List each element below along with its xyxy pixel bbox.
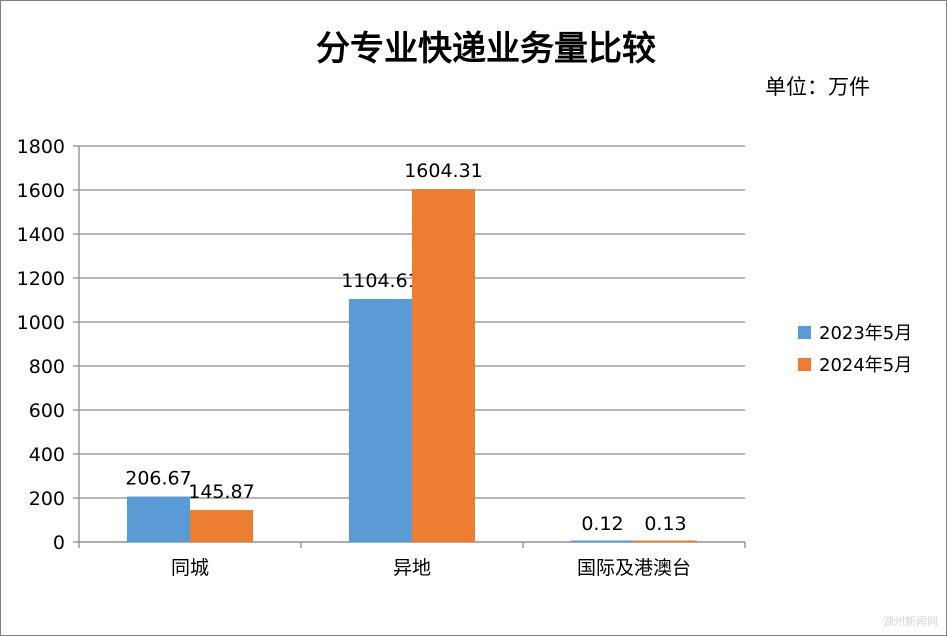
x-category-label: 同城 xyxy=(171,557,209,579)
watermark: 湖州新闻网 xyxy=(883,615,938,628)
y-tick-label: 200 xyxy=(29,488,65,510)
bar-2024 xyxy=(412,189,475,542)
y-tick-label: 600 xyxy=(29,400,65,422)
legend-label-2023: 2023年5月 xyxy=(819,323,913,344)
bar-2023 xyxy=(571,540,634,542)
data-label: 206.67 xyxy=(125,468,191,490)
legend-item-2023: 2023年5月 xyxy=(798,316,912,348)
data-label: 1604.31 xyxy=(404,160,483,182)
x-category-label: 异地 xyxy=(393,557,431,579)
data-label: 0.12 xyxy=(581,513,623,535)
y-tick-label: 800 xyxy=(29,356,65,378)
y-tick-label: 400 xyxy=(29,444,65,466)
legend-label-2024: 2024年5月 xyxy=(819,355,913,376)
y-tick-label: 1000 xyxy=(17,312,65,334)
y-tick-label: 1600 xyxy=(17,180,65,202)
legend-swatch-2024 xyxy=(798,357,811,371)
y-tick-label: 1800 xyxy=(17,136,65,158)
y-tick-label: 1200 xyxy=(17,268,65,290)
legend-item-2024: 2024年5月 xyxy=(798,348,912,380)
data-label: 0.13 xyxy=(644,513,686,535)
bar-2023 xyxy=(349,298,412,542)
x-category-label: 国际及港澳台 xyxy=(577,557,691,579)
data-label: 1104.61 xyxy=(341,270,420,292)
data-label: 145.87 xyxy=(188,481,254,503)
unit-label: 单位：万件 xyxy=(765,75,870,99)
bar-2024 xyxy=(634,540,697,542)
chart-title: 分专业快递业务量比较 xyxy=(316,29,656,69)
bar-2023 xyxy=(127,496,190,542)
legend-swatch-2023 xyxy=(798,325,811,339)
y-tick-label: 0 xyxy=(53,532,65,554)
bar-2024 xyxy=(190,509,253,542)
legend: 2023年5月 2024年5月 xyxy=(798,316,912,380)
y-tick-label: 1400 xyxy=(17,224,65,246)
